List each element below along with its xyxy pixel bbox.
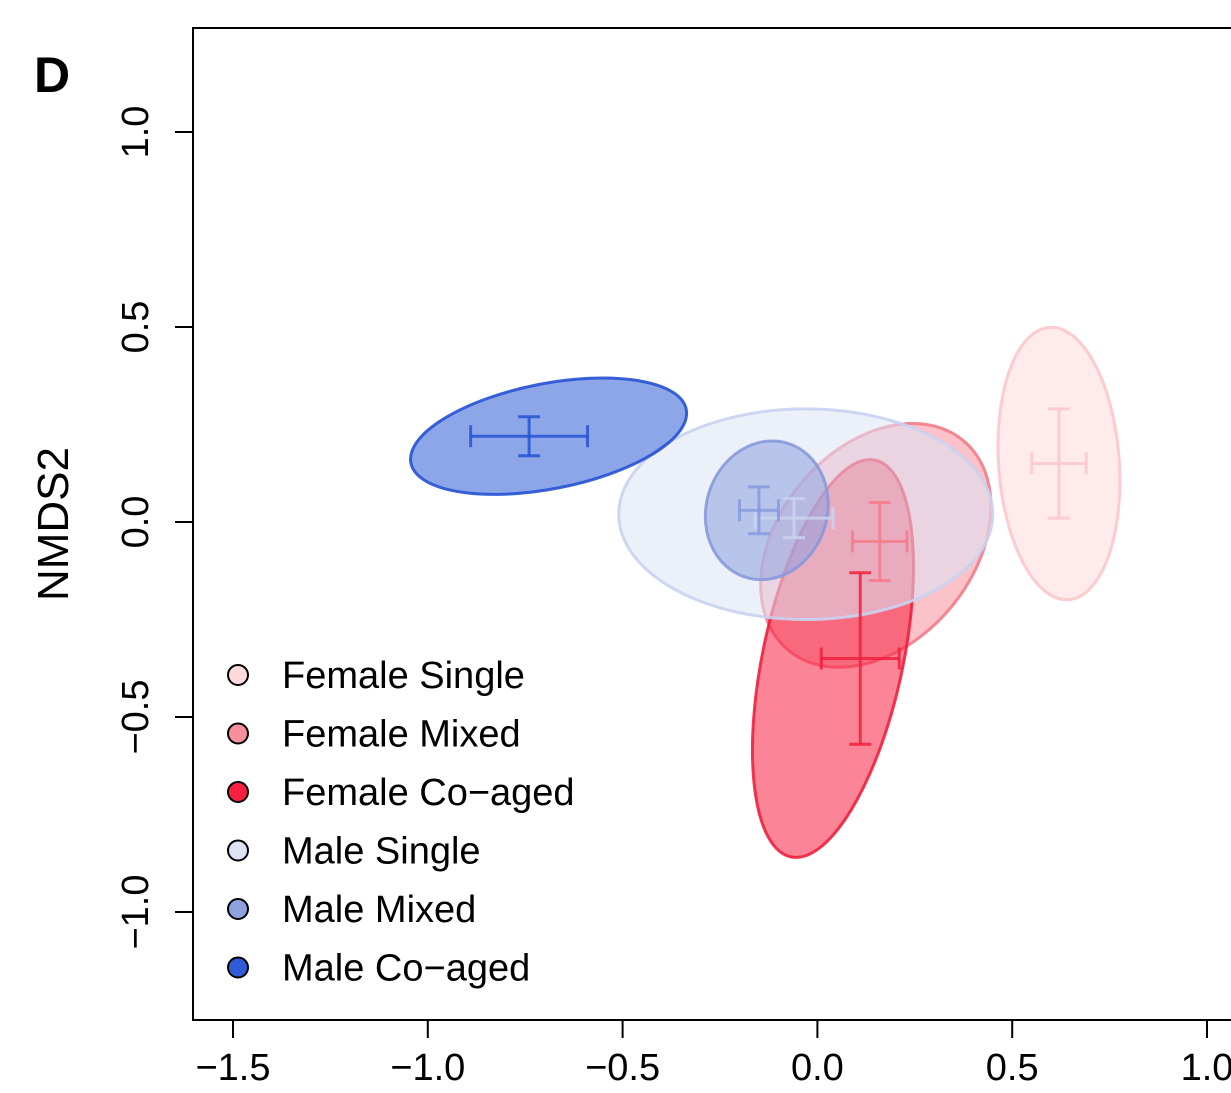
- legend-item: Female Mixed: [227, 714, 521, 756]
- legend-item: Male Mixed: [227, 889, 476, 931]
- error-bar-male-single: [753, 497, 835, 540]
- legend-item: Male Co−aged: [227, 948, 530, 990]
- legend: Female Single Female Mixed Female Co−aged M…: [227, 655, 575, 990]
- legend-marker: [227, 839, 249, 862]
- error-bar-female-co-aged: [819, 571, 901, 746]
- y-axis: −1.0 −0.5 0.0 0.5 1.0: [115, 106, 194, 950]
- y-axis-title: NMDS2: [29, 447, 78, 601]
- y-tick-label: 1.0: [115, 106, 157, 159]
- legend-item: Male Single: [227, 831, 481, 873]
- legend-marker: [227, 781, 249, 803]
- x-tick-label: 1.0: [1181, 1047, 1231, 1089]
- x-axis: −1.5 −1.0 −0.5 0.0 0.5 1.0: [195, 1019, 1231, 1089]
- x-tick-label: −0.5: [585, 1047, 660, 1089]
- legend-marker: [227, 956, 249, 979]
- x-tick-label: 0.0: [791, 1047, 844, 1089]
- legend-marker: [227, 898, 249, 920]
- error-bar-female-single: [1030, 407, 1088, 520]
- legend-label: Male Mixed: [282, 889, 476, 931]
- error-bar-male-co-aged: [469, 415, 590, 458]
- legend-label: Male Co−aged: [282, 948, 530, 990]
- x-tick-label: −1.5: [195, 1047, 270, 1089]
- legend-label: Male Single: [282, 831, 481, 873]
- y-tick-label: −1.0: [115, 874, 157, 949]
- y-tick-label: 0.0: [115, 496, 157, 549]
- legend-item: Female Co−aged: [227, 772, 575, 814]
- x-tick-label: −1.0: [390, 1047, 465, 1089]
- error-bar-layer: [469, 407, 1088, 746]
- legend-label: Female Single: [282, 655, 525, 697]
- error-bar-female-mixed: [850, 501, 909, 582]
- panel-label: D: [34, 47, 70, 103]
- y-tick-label: 0.5: [115, 301, 157, 354]
- y-tick-label: −0.5: [115, 679, 157, 754]
- legend-label: Female Mixed: [282, 714, 521, 756]
- legend-label: Female Co−aged: [282, 772, 575, 814]
- x-tick-label: 0.5: [986, 1047, 1039, 1089]
- legend-marker: [227, 722, 249, 745]
- error-bar-male-mixed: [737, 485, 780, 536]
- legend-marker: [227, 664, 249, 686]
- legend-item: Female Single: [227, 655, 525, 697]
